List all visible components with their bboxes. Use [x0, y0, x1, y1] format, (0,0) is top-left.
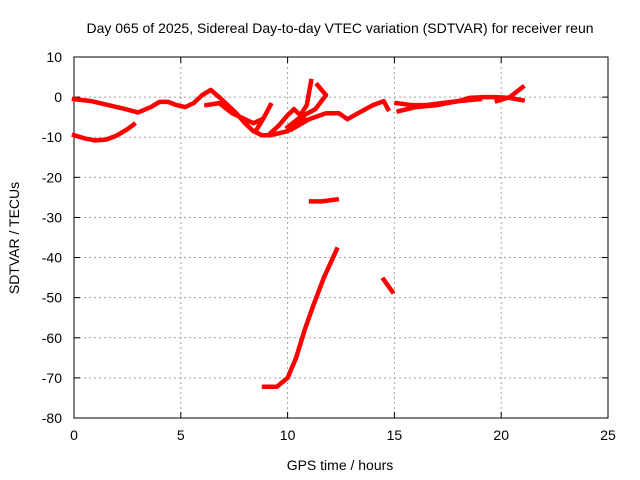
y-tick-label: -10 [42, 129, 62, 145]
series-trace-m [395, 96, 483, 114]
y-tick-label: -50 [42, 290, 62, 306]
x-tick-label: 20 [493, 427, 509, 443]
series-trace-b [71, 121, 137, 143]
y-tick-label: 10 [46, 49, 62, 65]
axis-ticks [73, 56, 609, 419]
series-trace-g [288, 98, 392, 133]
y-tick-label: -60 [42, 330, 62, 346]
y-tick-labels: 10 0 -10 -20 -30 -40 -50 -60 -70 -80 [42, 49, 62, 426]
x-tick-label: 10 [280, 427, 296, 443]
series-trace-e [267, 78, 314, 137]
x-tick-label: 5 [177, 427, 185, 443]
x-tick-label: 0 [70, 427, 78, 443]
series-trace-j [380, 276, 396, 295]
series-trace-l [494, 83, 526, 104]
y-axis-label: SDTVAR / TECUs [6, 182, 22, 294]
series-trace-f [284, 81, 329, 131]
x-tick-label: 25 [600, 427, 616, 443]
y-tick-label: -30 [42, 209, 62, 225]
x-tick-labels: 0 5 10 15 20 25 [70, 427, 616, 443]
y-tick-label: -80 [42, 410, 62, 426]
x-tick-label: 15 [387, 427, 403, 443]
series-trace-d [252, 102, 274, 135]
y-tick-label: -70 [42, 370, 62, 386]
chart-title: Day 065 of 2025, Sidereal Day-to-day VTE… [86, 20, 593, 36]
x-axis-label: GPS time / hours [287, 457, 394, 473]
series-trace-c [203, 100, 265, 126]
gridlines [74, 57, 608, 418]
series-trace-h [308, 196, 340, 204]
plot-area-frame [73, 56, 609, 419]
series-trace-i [261, 246, 340, 389]
data-series [71, 78, 526, 389]
y-tick-label: -40 [42, 250, 62, 266]
y-tick-label: 0 [54, 89, 62, 105]
y-tick-label: -20 [42, 169, 62, 185]
